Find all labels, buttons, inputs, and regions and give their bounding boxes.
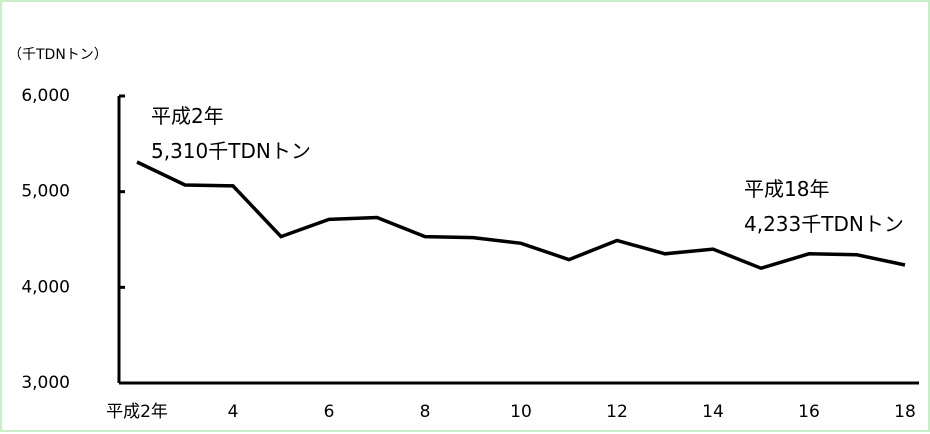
y-unit-label: （千TDNトン） [8, 47, 108, 63]
x-tick-label: 12 [606, 402, 628, 422]
x-tick-label: 18 [894, 402, 916, 422]
y-tick-label: 4,000 [21, 277, 70, 297]
x-tick-label: 平成2年 [106, 402, 168, 422]
y-tick-label: 5,000 [21, 182, 70, 202]
x-tick-label: 14 [702, 402, 724, 422]
annotation-text: 平成2年 [151, 104, 224, 128]
y-tick-label: 3,000 [21, 373, 70, 393]
y-tick-label: 6,000 [21, 86, 70, 106]
annotation-text: 平成18年 [744, 177, 829, 201]
x-tick-label: 16 [798, 402, 820, 422]
x-tick-label: 10 [510, 402, 532, 422]
annotation-text: 5,310千TDNトン [151, 139, 311, 163]
annotation-text: 4,233千TDNトン [744, 212, 904, 236]
x-tick-label: 6 [324, 402, 335, 422]
y-axis: 3,000 4,000 5,000 6,000 [21, 86, 125, 393]
x-tick-label: 4 [228, 402, 239, 422]
x-tick-label: 8 [420, 402, 431, 422]
x-axis: 平成2年 4 6 8 10 12 14 16 18 [106, 383, 919, 422]
